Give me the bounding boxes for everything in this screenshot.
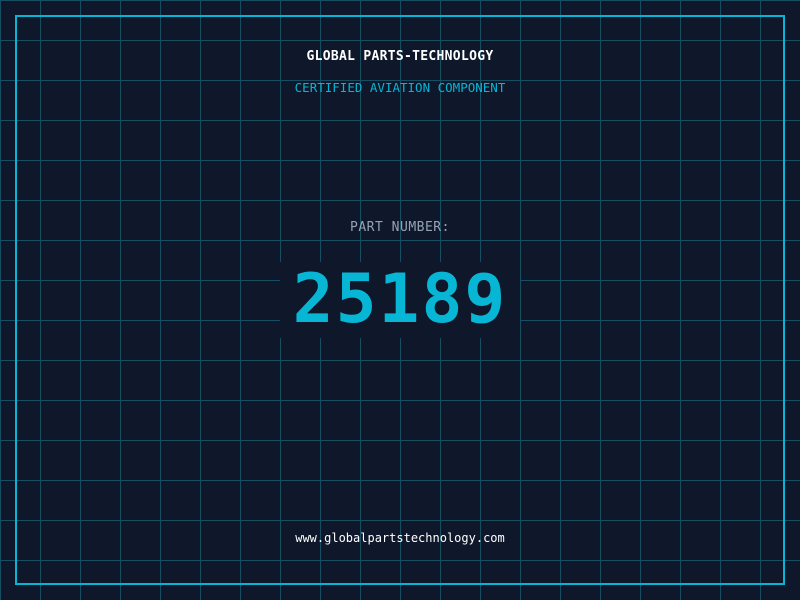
- website-url: www.globalpartstechnology.com: [295, 531, 505, 545]
- part-number-value: 25189: [280, 262, 520, 338]
- border-frame: [15, 15, 785, 585]
- part-number-label: PART NUMBER:: [350, 220, 450, 235]
- company-title: GLOBAL PARTS-TECHNOLOGY: [306, 49, 494, 64]
- certification-subtitle: CERTIFIED AVIATION COMPONENT: [294, 80, 506, 95]
